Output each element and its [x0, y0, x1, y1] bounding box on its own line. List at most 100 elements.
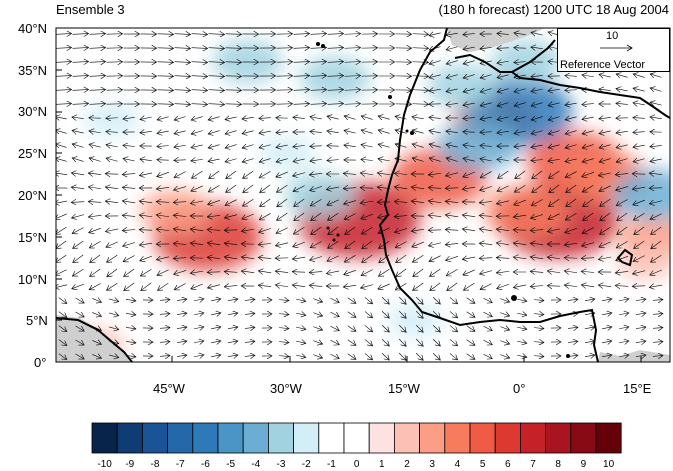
wind-vector — [585, 341, 595, 343]
wind-vector — [157, 76, 174, 77]
wind-vector — [651, 240, 662, 249]
wind-vector — [259, 213, 271, 219]
wind-vector — [533, 356, 544, 357]
wind-vector — [514, 89, 526, 92]
wind-vector — [122, 230, 136, 231]
wind-vector — [360, 188, 374, 189]
wind-vector — [296, 327, 306, 329]
wind-vector — [56, 213, 67, 219]
wind-vector — [343, 188, 357, 189]
wind-vector — [531, 117, 543, 121]
wind-vector — [72, 76, 89, 77]
colorbar-swatch — [91, 422, 118, 454]
wind-vector — [89, 158, 101, 161]
wind-vector — [446, 89, 458, 92]
reference-vector-magnitude: 10 — [606, 30, 619, 42]
anomaly-blob — [612, 169, 670, 221]
wind-vector — [259, 131, 271, 133]
wind-vector — [224, 215, 238, 218]
wind-vector — [449, 353, 458, 359]
wind-vector — [412, 241, 424, 247]
wind-vector — [652, 300, 663, 301]
wind-vector — [615, 174, 629, 175]
wind-vector — [344, 116, 356, 119]
wind-vector — [277, 212, 288, 220]
wind-vector — [228, 355, 238, 357]
wind-vector — [398, 352, 406, 360]
wind-vector — [514, 48, 526, 49]
wind-vector — [156, 202, 170, 203]
wind-vector — [347, 311, 356, 318]
wind-vector — [480, 132, 492, 133]
wind-vector — [71, 202, 85, 203]
wind-vector — [619, 313, 629, 315]
wind-vector — [310, 199, 322, 206]
wind-vector — [89, 90, 106, 91]
wind-vector — [58, 325, 67, 332]
wind-vector — [598, 257, 612, 260]
wind-vector — [226, 170, 237, 179]
wind-vector — [259, 171, 271, 177]
wind-vector — [398, 338, 406, 346]
wind-vector — [497, 117, 509, 120]
wind-vector — [72, 283, 84, 289]
wind-vector — [633, 145, 645, 147]
plot-title-left: Ensemble 3 — [56, 2, 125, 17]
wind-vector — [194, 355, 204, 357]
lon-label-45w: 45°W — [153, 381, 185, 396]
wind-vector — [89, 34, 106, 35]
wind-vector — [650, 102, 662, 105]
wind-vector — [517, 299, 527, 301]
wind-vector — [412, 76, 429, 77]
wind-vector — [242, 117, 254, 119]
wind-vector — [483, 298, 492, 303]
wind-vector — [445, 201, 459, 202]
wind-vector — [497, 33, 509, 34]
wind-vector — [310, 146, 322, 147]
colorbar-swatch — [242, 422, 269, 454]
wind-vector — [293, 227, 305, 234]
wind-vector — [463, 47, 475, 49]
wind-vector — [157, 160, 169, 161]
wind-vector — [90, 254, 101, 263]
wind-vector — [89, 48, 106, 49]
wind-vector — [412, 90, 429, 91]
wind-vector — [88, 187, 102, 189]
wind-vector — [191, 117, 203, 121]
wind-vector — [412, 254, 424, 262]
wind-vector — [173, 243, 187, 244]
wind-vector — [72, 104, 89, 105]
wind-vector — [191, 159, 203, 161]
wind-vector — [71, 215, 85, 218]
wind-vector — [548, 103, 560, 106]
wind-vector — [139, 243, 153, 245]
wind-vector — [191, 131, 203, 134]
wind-vector — [208, 62, 225, 63]
wind-vector — [293, 185, 305, 192]
wind-vector — [310, 256, 323, 260]
wind-vector — [278, 342, 289, 343]
wind-vector — [56, 254, 67, 262]
wind-vector — [159, 342, 170, 343]
wind-vector — [412, 144, 424, 148]
wind-vector — [445, 215, 459, 217]
wind-vector — [107, 254, 118, 262]
wind-vector — [75, 311, 85, 317]
wind-vector — [73, 240, 84, 249]
wind-vector — [347, 325, 356, 332]
wind-vector — [652, 328, 663, 329]
wind-vector — [530, 243, 544, 244]
wind-vector — [532, 184, 543, 193]
wind-vector — [615, 286, 629, 287]
wind-vector — [258, 285, 272, 286]
wind-vector — [156, 229, 170, 231]
wind-vector — [58, 353, 67, 360]
wind-vector — [72, 269, 84, 276]
wind-vector — [107, 268, 118, 277]
wind-vector — [72, 158, 84, 162]
wind-vector — [361, 269, 373, 276]
wind-vector — [106, 145, 118, 147]
wind-vector — [191, 34, 208, 35]
tick-marks — [56, 27, 642, 363]
wind-vector — [378, 283, 390, 289]
